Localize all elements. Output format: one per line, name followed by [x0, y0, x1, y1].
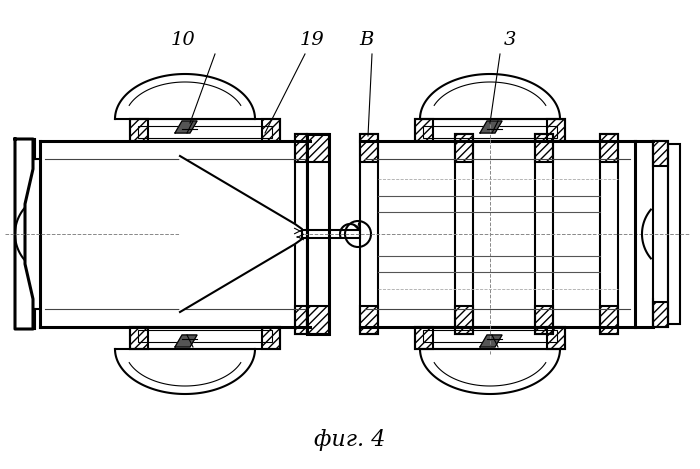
Bar [360, 306, 378, 334]
Bar [307, 306, 329, 334]
Bar [295, 306, 307, 334]
Bar [360, 306, 378, 334]
Bar [600, 134, 618, 162]
Bar [547, 327, 565, 349]
Bar [455, 306, 473, 334]
Bar [600, 306, 618, 334]
Bar [130, 119, 148, 141]
Bar [415, 327, 565, 349]
Bar [262, 327, 280, 349]
Bar [535, 306, 553, 334]
Bar [668, 144, 680, 324]
Bar [138, 126, 272, 138]
Bar [130, 327, 148, 349]
Bar [130, 119, 148, 141]
Bar [600, 134, 618, 334]
Text: 10: 10 [171, 31, 195, 49]
Text: фиг. 4: фиг. 4 [314, 429, 386, 451]
Polygon shape [480, 121, 502, 133]
Bar [295, 134, 307, 334]
Bar [455, 134, 473, 162]
Bar [262, 327, 280, 349]
Polygon shape [180, 156, 302, 312]
Bar [600, 134, 618, 162]
Bar [653, 141, 668, 166]
Bar [130, 119, 280, 141]
Bar [360, 134, 378, 162]
Bar [415, 119, 433, 141]
Bar [547, 119, 565, 141]
Polygon shape [175, 335, 197, 347]
Bar [138, 330, 272, 342]
Bar [262, 119, 280, 141]
Bar [547, 327, 565, 349]
Bar [360, 134, 378, 162]
Polygon shape [480, 335, 502, 347]
Bar [415, 327, 433, 349]
Bar [653, 141, 668, 166]
Bar [653, 302, 668, 327]
Bar [295, 134, 307, 162]
Bar [130, 327, 280, 349]
Bar [307, 134, 329, 334]
Bar [423, 330, 557, 342]
Bar [307, 306, 329, 334]
Bar [415, 119, 565, 141]
Bar [290, 230, 360, 238]
Bar [415, 119, 433, 141]
Bar [455, 134, 473, 162]
Bar [130, 327, 148, 349]
Polygon shape [175, 121, 197, 133]
Bar [415, 327, 433, 349]
Bar [295, 134, 307, 162]
Bar [653, 141, 668, 327]
Bar [535, 134, 553, 334]
Bar [423, 126, 557, 138]
Bar [262, 119, 280, 141]
Bar [307, 134, 329, 162]
Bar [295, 306, 307, 334]
Text: B: B [359, 31, 373, 49]
Text: 19: 19 [300, 31, 324, 49]
Bar [653, 302, 668, 327]
Bar [535, 134, 553, 162]
Bar [535, 306, 553, 334]
Bar [547, 119, 565, 141]
Bar [600, 306, 618, 334]
Bar [535, 134, 553, 162]
Bar [307, 134, 329, 162]
Bar [360, 134, 378, 334]
Text: 3: 3 [504, 31, 516, 49]
Bar [455, 134, 473, 334]
Bar [455, 306, 473, 334]
